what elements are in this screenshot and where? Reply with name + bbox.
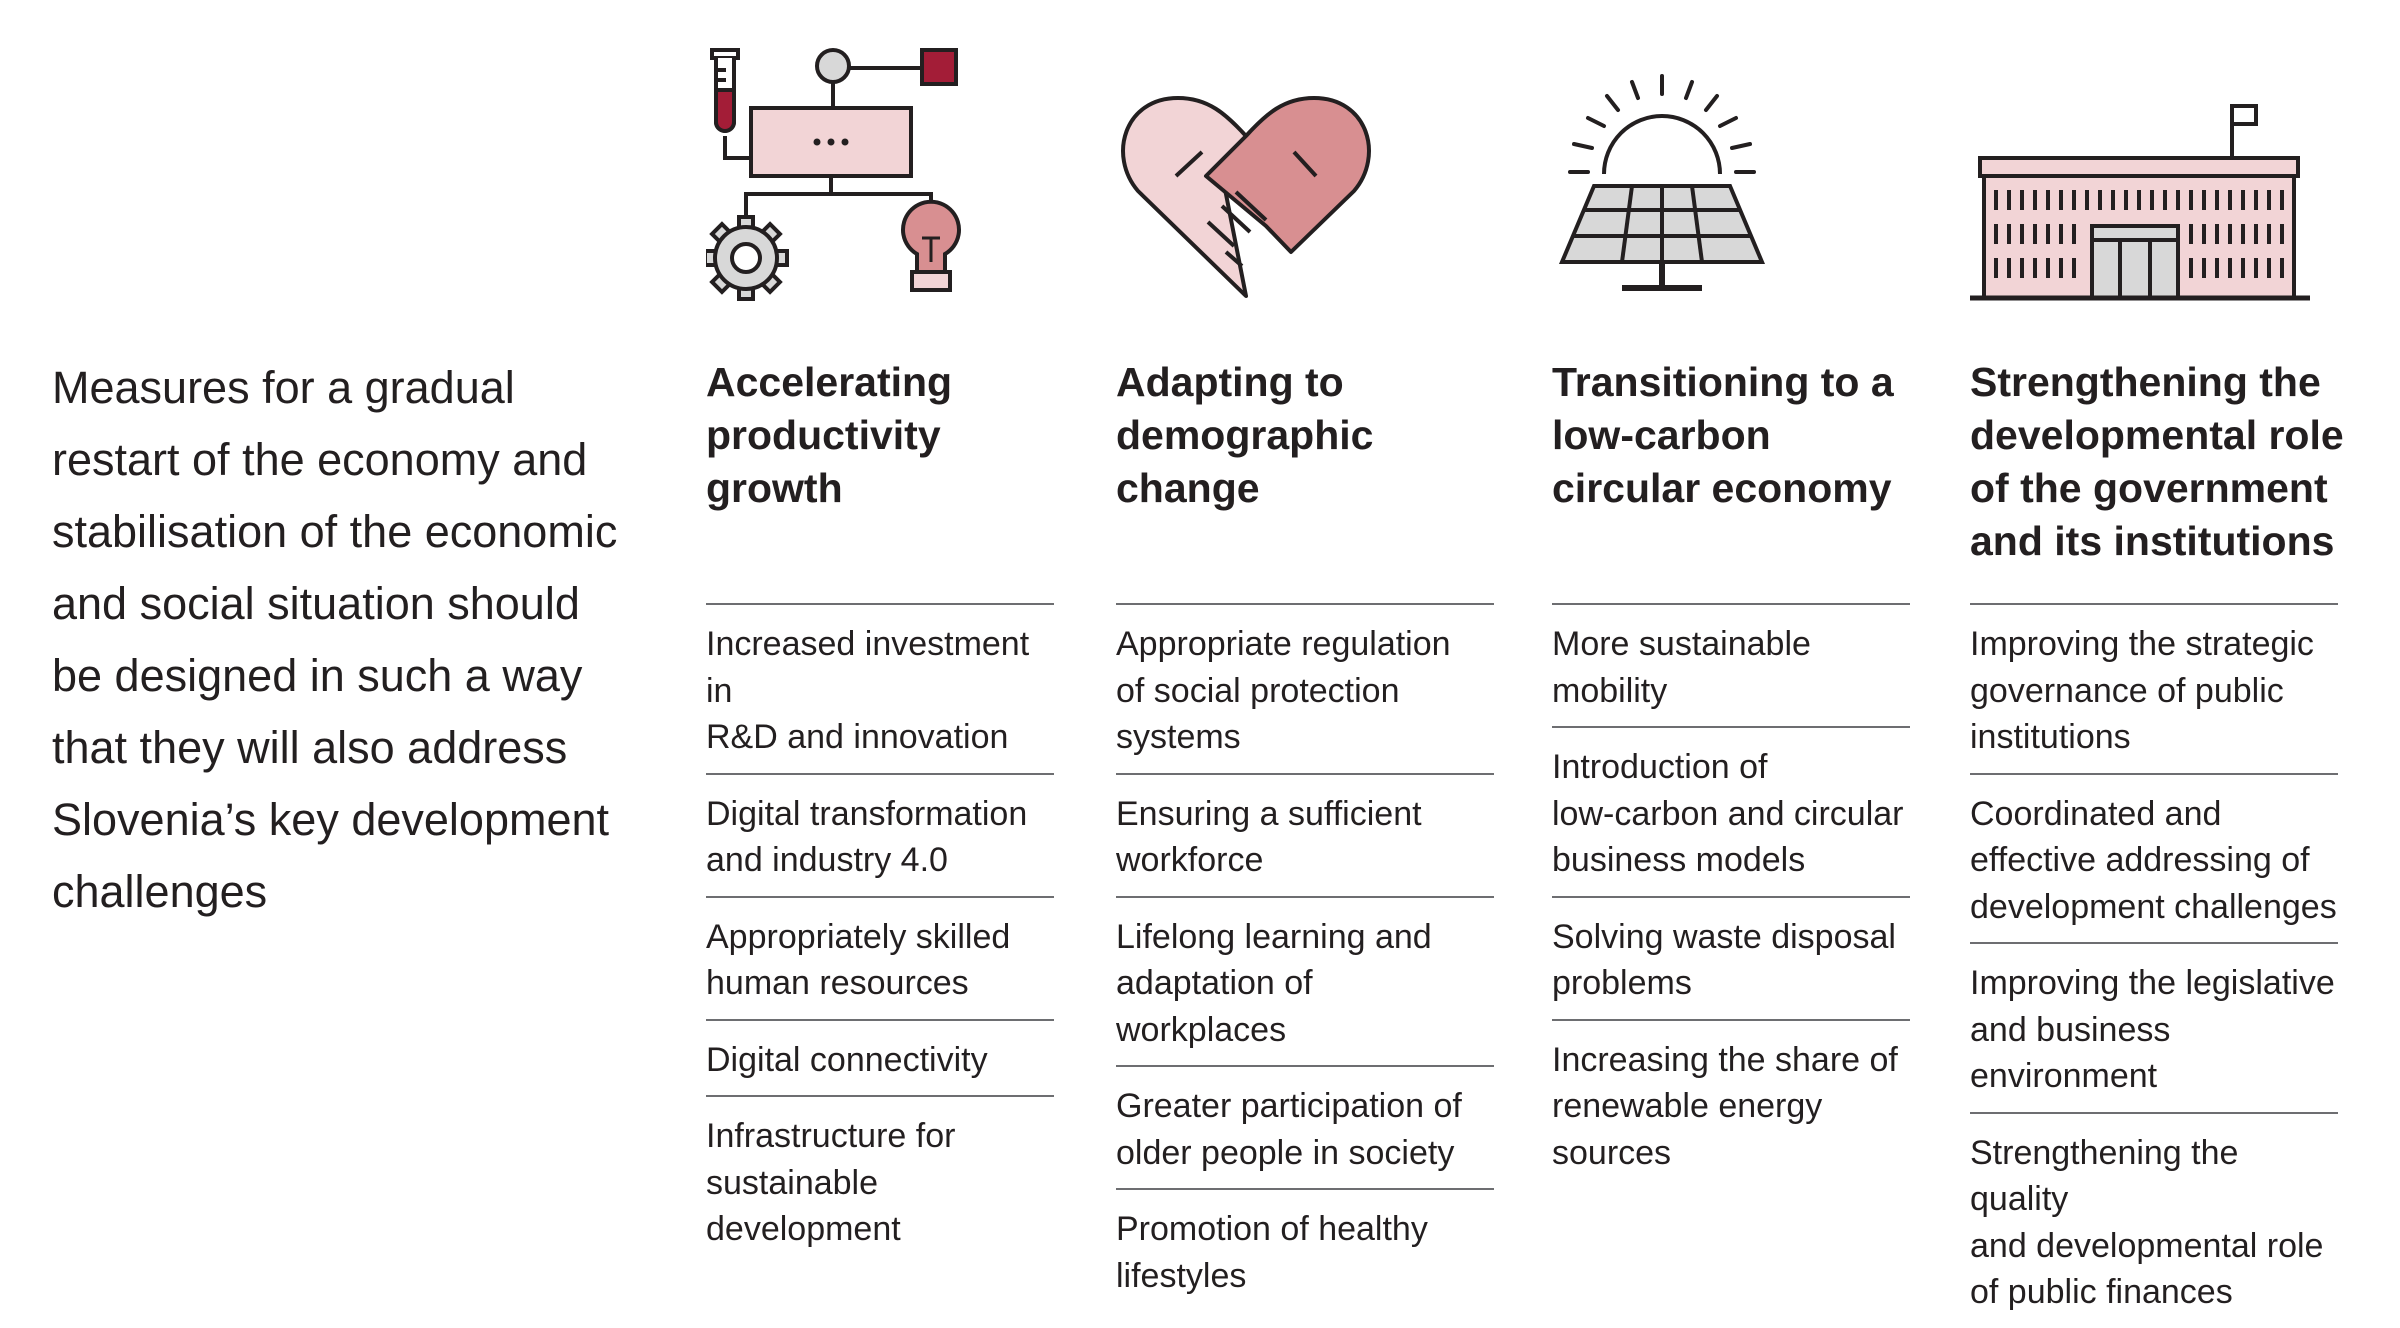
measure-list: Improving the strategic governance of pu… xyxy=(1970,603,2338,1328)
handshake-heart-icon xyxy=(1116,56,1376,306)
list-item: Lifelong learning and adaptation of work… xyxy=(1116,898,1494,1067)
list-item: Infrastructure for sustainable developme… xyxy=(706,1117,956,1248)
list-item: Coordinated and effective addressing of … xyxy=(1970,775,2338,944)
list-item: Appropriately skilled human resources xyxy=(706,898,1054,1021)
list-item: Greater participation of older people in… xyxy=(1116,1067,1494,1190)
list-item: Introduction of low-carbon and circular … xyxy=(1552,728,1910,898)
list-item: Ensuring a sufficient workforce xyxy=(1116,775,1494,898)
measure-list: More sustainable mobility Introduction o… xyxy=(1552,603,1910,1188)
intro-text: Measures for a gradual restart of the ec… xyxy=(52,362,618,917)
pillar-heading: Adapting to demographic change xyxy=(1116,359,1374,511)
pillar-heading: Accelerating productivity growth xyxy=(706,359,953,511)
pillar-heading: Transitioning to a low-carbon circular e… xyxy=(1552,359,1894,511)
measure-list: Increased investment in R&D and innovati… xyxy=(706,603,1054,1265)
list-item: Appropriate regulation of social protect… xyxy=(1116,605,1494,775)
list-item: Promotion of healthy lifestyles xyxy=(1116,1210,1428,1295)
list-item: Digital transformation and industry 4.0 xyxy=(706,775,1054,898)
list-item: Improving the strategic governance of pu… xyxy=(1970,605,2338,775)
government-building-icon xyxy=(1970,100,2310,310)
list-item: Solving waste disposal problems xyxy=(1552,898,1910,1021)
measure-list: Appropriate regulation of social protect… xyxy=(1116,603,1494,1311)
list-item: Digital connectivity xyxy=(706,1021,1054,1097)
solar-panel-icon xyxy=(1552,74,1772,304)
list-item: More sustainable mobility xyxy=(1552,605,1910,728)
list-item: Increased investment in R&D and innovati… xyxy=(706,605,1054,775)
list-item: Strengthening the quality and developmen… xyxy=(1970,1133,2324,1312)
list-item: Improving the legislative and business e… xyxy=(1970,944,2338,1114)
research-network-icon xyxy=(706,40,986,310)
pillar-heading: Strengthening the developmental role of … xyxy=(1970,359,2344,564)
list-item: Increasing the share of renewable energy… xyxy=(1552,1040,1898,1172)
